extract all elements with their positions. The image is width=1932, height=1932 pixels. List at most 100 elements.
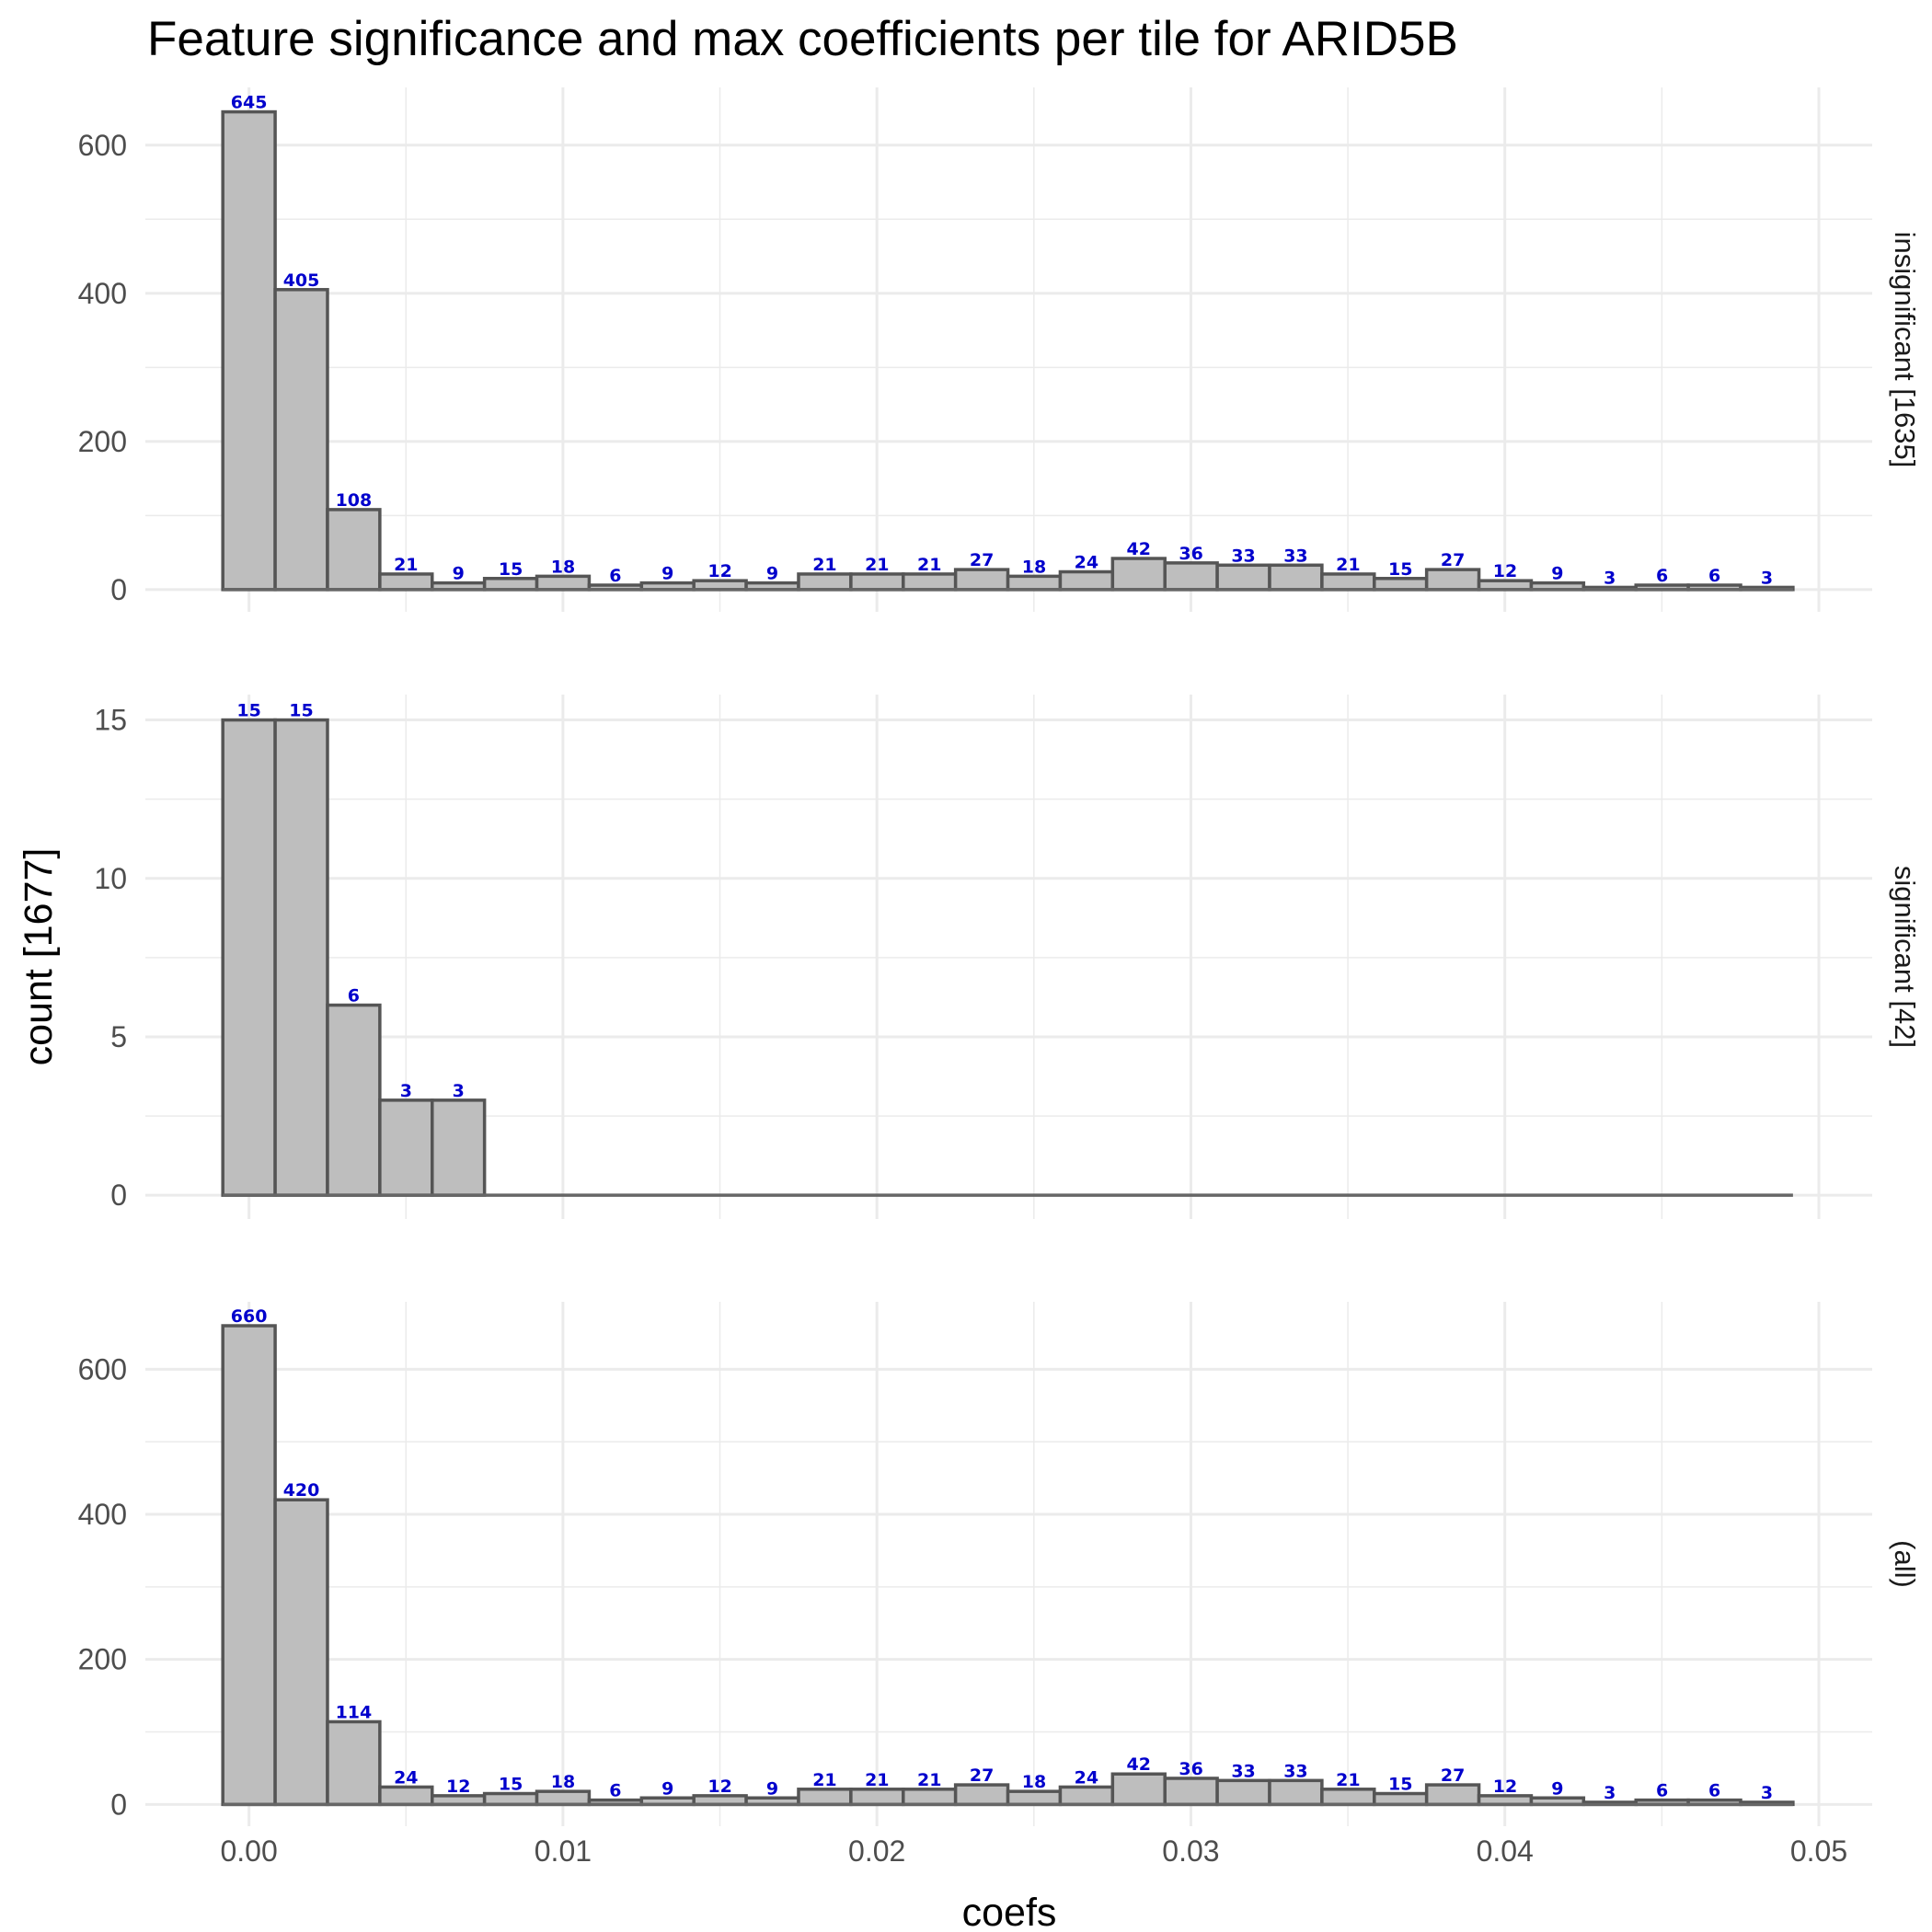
histogram-bar [221, 109, 277, 592]
bar-count-label: 15 [1388, 1775, 1412, 1795]
histogram-bar [326, 508, 382, 592]
histogram-bar [378, 1098, 434, 1197]
bar-count-label: 33 [1231, 546, 1255, 566]
bar-count-label: 9 [766, 564, 778, 584]
bar-count-label: 27 [1441, 550, 1465, 570]
histogram-bar [1163, 561, 1219, 592]
histogram-bar [221, 1324, 277, 1807]
y-tick-label: 200 [78, 1643, 127, 1676]
histogram-bar [797, 572, 853, 592]
bar-count-label: 15 [236, 701, 260, 721]
bar-count-label: 15 [1388, 559, 1412, 580]
bar-count-label: 6 [609, 1781, 621, 1801]
x-tick-label: 0.05 [1790, 1834, 1847, 1868]
y-tick-label: 0 [110, 573, 127, 606]
bar-count-label: 24 [1075, 1767, 1098, 1788]
histogram-bar [1268, 563, 1324, 592]
bar-count-label: 21 [812, 555, 836, 575]
bar-count-label: 6 [1708, 1781, 1720, 1801]
bar-count-label: 9 [1551, 1778, 1563, 1799]
histogram-bar [1006, 574, 1063, 592]
bar-count-label: 12 [707, 1777, 731, 1797]
y-tick-label: 600 [78, 129, 127, 162]
bar-count-label: 9 [661, 1778, 673, 1799]
y-tick-label: 10 [94, 862, 127, 895]
histogram-bar [849, 572, 905, 592]
bar-count-label: 36 [1179, 544, 1202, 564]
bar-count-label: 3 [453, 1081, 465, 1101]
histogram-bar [221, 718, 277, 1197]
bar-count-label: 645 [231, 93, 268, 113]
bar-count-label: 9 [766, 1778, 778, 1799]
histogram-bar [1373, 1791, 1429, 1807]
x-tick-label: 0.01 [535, 1834, 592, 1868]
bar-count-label: 15 [289, 701, 313, 721]
histogram-bar [797, 1788, 853, 1807]
bar-count-label: 6 [348, 986, 360, 1006]
histogram-bar [953, 1783, 1010, 1807]
bar-count-label: 9 [661, 564, 673, 584]
histogram-bar [1110, 557, 1167, 592]
bar-count-label: 108 [336, 490, 373, 511]
facet-strip-label: insignificant [1635] [1889, 232, 1921, 468]
histogram-bar [535, 574, 592, 592]
histogram-bar [902, 572, 958, 592]
bar-count-label: 405 [283, 270, 320, 291]
bar-count-label: 27 [1441, 1765, 1465, 1786]
bar-count-label: 36 [1179, 1759, 1202, 1779]
histogram-bar [326, 1003, 382, 1197]
histogram-bar [378, 1785, 434, 1807]
panel-2: 0 5 10 15 15 15 6 3 3 significant [42] [94, 695, 1921, 1219]
histogram-bar [535, 1789, 592, 1807]
bar-count-label: 21 [865, 555, 889, 575]
bar-count-label: 27 [970, 1765, 994, 1786]
y-tick-label: 400 [78, 1498, 127, 1531]
bar-count-label: 18 [1022, 1772, 1046, 1792]
bar-count-label: 18 [1022, 557, 1046, 577]
y-tick-label: 200 [78, 425, 127, 458]
x-tick-label: 0.00 [220, 1834, 277, 1868]
bar-count-label: 18 [551, 557, 575, 577]
bar-count-label: 42 [1127, 539, 1151, 559]
y-tick-label: 400 [78, 277, 127, 310]
histogram-bar [1320, 1788, 1376, 1807]
y-tick-label: 600 [78, 1352, 127, 1386]
bar-count-label: 114 [336, 1702, 373, 1722]
bar-count-label: 24 [1075, 553, 1098, 573]
bar-count-label: 18 [551, 1772, 575, 1792]
histogram-bar [1424, 568, 1481, 592]
y-tick-label: 0 [110, 1179, 127, 1212]
bar-count-label: 12 [707, 561, 731, 581]
histogram-bar [1215, 563, 1271, 592]
bar-count-label: 12 [1493, 1777, 1517, 1797]
histogram-bar [431, 1098, 487, 1197]
bar-count-label: 21 [917, 1770, 941, 1790]
histogram-bar [1006, 1789, 1063, 1807]
panel-1: 0 200 400 600 645 405 108 21 9 15 18 6 9 12 9 21 21 21 27 1… [78, 87, 1921, 612]
bar-count-label: 6 [609, 566, 621, 586]
y-tick-label: 5 [110, 1020, 127, 1053]
histogram-bar [1163, 1777, 1219, 1807]
bar-count-label: 42 [1127, 1754, 1151, 1775]
bar-count-label: 3 [1604, 1783, 1616, 1803]
bar-count-label: 12 [1493, 561, 1517, 581]
histogram-bar [953, 568, 1010, 592]
histogram-bar [1373, 577, 1429, 592]
bar-count-label: 33 [1283, 1761, 1307, 1781]
bar-count-label: 3 [1604, 568, 1616, 588]
histogram-bar [1058, 569, 1115, 592]
bar-count-label: 6 [1708, 566, 1720, 586]
bar-count-label: 6 [1656, 566, 1668, 586]
bar-count-label: 21 [1336, 1770, 1360, 1790]
y-axis-title: count [1677] [17, 848, 61, 1066]
bar-count-label: 27 [970, 550, 994, 570]
bar-count-label: 21 [865, 1770, 889, 1790]
facet-strip-label: (all) [1889, 1540, 1921, 1588]
histogram-bar [1268, 1778, 1324, 1807]
histogram-bar [326, 1719, 382, 1807]
chart-title: Feature significance and max coefficient… [147, 12, 1458, 66]
bar-count-label: 6 [1656, 1781, 1668, 1801]
facet-strip-label: significant [42] [1889, 866, 1921, 1048]
histogram-bar [482, 1791, 539, 1807]
